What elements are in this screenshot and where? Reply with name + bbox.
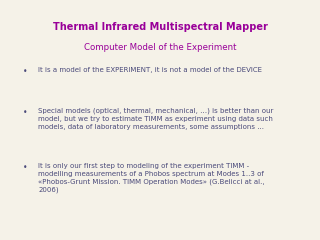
- Text: Special models (optical, thermal, mechanical, …) is better than our
model, but w: Special models (optical, thermal, mechan…: [38, 108, 274, 130]
- Text: It is a model of the EXPERIMENT, it is not a model of the DEVICE: It is a model of the EXPERIMENT, it is n…: [38, 67, 262, 73]
- Text: •: •: [23, 163, 28, 172]
- Text: Computer Model of the Experiment: Computer Model of the Experiment: [84, 43, 236, 52]
- Text: Thermal Infrared Multispectral Mapper: Thermal Infrared Multispectral Mapper: [52, 22, 268, 32]
- Text: •: •: [23, 67, 28, 76]
- Text: •: •: [23, 108, 28, 117]
- Text: It is only our first step to modeling of the experiment TIMM -
modelling measure: It is only our first step to modeling of…: [38, 163, 265, 193]
